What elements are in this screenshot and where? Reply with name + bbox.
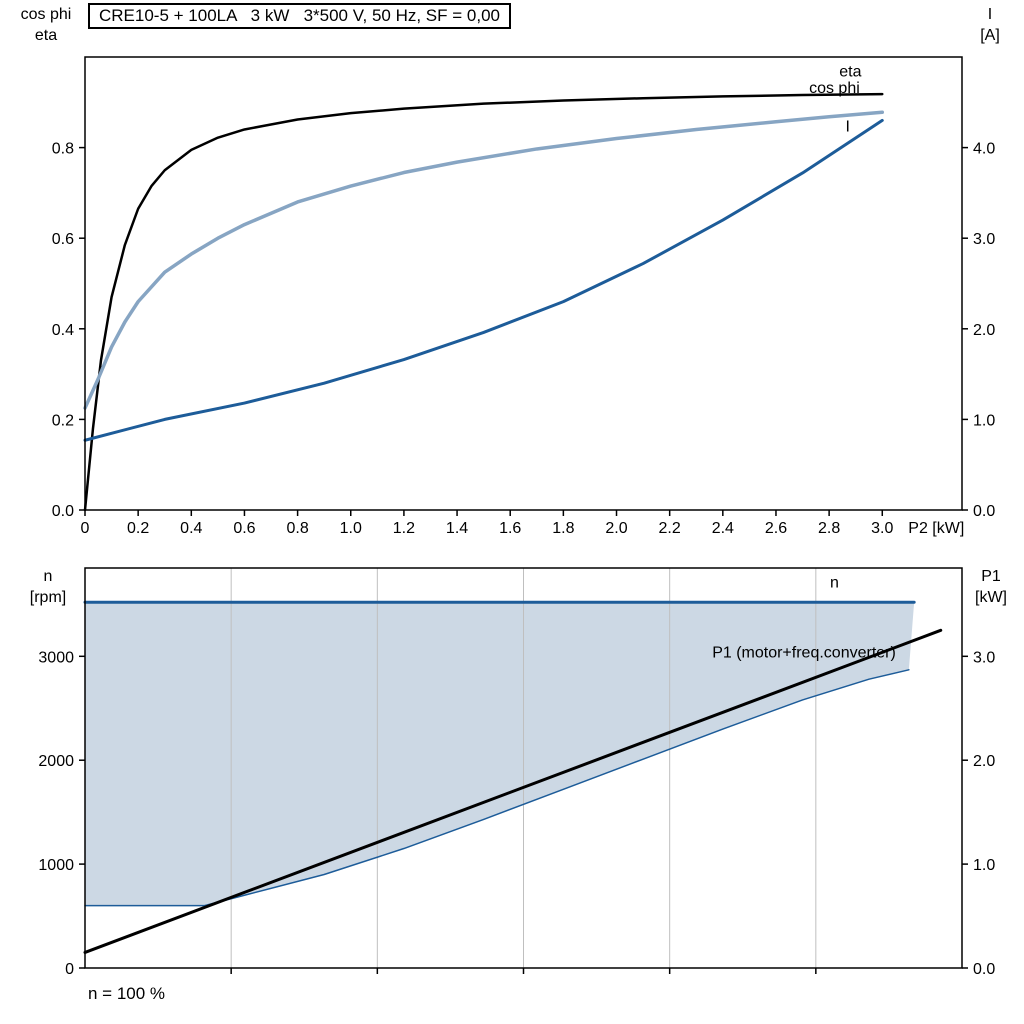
curve-label-cos-phi: cos phi <box>809 80 860 97</box>
axis-title-current-unit: [A] <box>980 27 1000 44</box>
right-tick-label: 1.0 <box>973 857 995 874</box>
series-i <box>83 118 884 442</box>
x-tick-label: 1.8 <box>552 520 574 537</box>
right-tick-label: 4.0 <box>973 141 995 158</box>
series-n-min <box>84 669 910 907</box>
x-tick-label: 0.4 <box>180 520 202 537</box>
axis-title-cos-phi: cos phi <box>20 6 72 23</box>
top-right-axis-title: I [A] <box>962 4 1018 46</box>
curve-label-n: n <box>830 575 839 592</box>
x-tick-label: 2.0 <box>605 520 627 537</box>
right-tick-label: 0.0 <box>973 503 995 520</box>
x-tick-label: 1.2 <box>393 520 415 537</box>
axis-title-speed-unit: [rpm] <box>29 589 67 606</box>
axis-title-current: I <box>987 6 993 23</box>
left-tick-label: 0.8 <box>52 141 74 158</box>
chart-2: 0 1000 2000 3000 0.0 1.0 2.0 3.0 n P1 (motor+freq… <box>38 567 995 978</box>
axis-title-eta: eta <box>34 27 58 44</box>
curve-label-p1-motor-freq-converter-: P1 (motor+freq.converter) <box>712 644 896 661</box>
x-tick-label: 2.8 <box>818 520 840 537</box>
right-tick-label: 1.0 <box>973 412 995 429</box>
left-tick-label: 3000 <box>38 649 74 666</box>
speed-range-area <box>85 602 915 906</box>
x-tick-label: 0 <box>81 520 90 537</box>
speed-footnote: n = 100 % <box>88 984 166 1003</box>
right-tick-label: 2.0 <box>973 753 995 770</box>
left-tick-label: 0.0 <box>52 503 74 520</box>
right-tick-label: 0.0 <box>973 961 995 978</box>
x-tick-label: 0.2 <box>127 520 149 537</box>
series-cos-phi <box>83 110 885 410</box>
x-tick-label: 2.6 <box>765 520 787 537</box>
left-tick-label: 0.4 <box>52 322 74 339</box>
left-tick-label: 1000 <box>38 857 74 874</box>
x-tick-label: 0.8 <box>286 520 308 537</box>
right-tick-label: 3.0 <box>973 231 995 248</box>
curve-label-i: I <box>845 118 849 135</box>
chart-1: 0 0.2 0.4 0.6 0.8 1.0 1.2 1.4 1.6 1.8 2.0 2.2 2.4 2.6… <box>52 56 995 537</box>
left-tick-label: 2000 <box>38 753 74 770</box>
axis-title-p1: P1 <box>981 568 1001 585</box>
x-tick-label: 3.0 <box>871 520 893 537</box>
x-tick-label: 0.6 <box>233 520 255 537</box>
right-tick-label: 2.0 <box>973 322 995 339</box>
series-eta <box>83 92 884 512</box>
x-axis-label: P2 [kW] <box>908 520 964 537</box>
x-tick-label: 2.2 <box>659 520 681 537</box>
left-tick-label: 0 <box>65 961 74 978</box>
x-tick-label: 1.6 <box>499 520 521 537</box>
left-tick-label: 0.6 <box>52 231 74 248</box>
bottom-right-axis-title: P1 [kW] <box>962 566 1020 608</box>
plot-frame <box>84 56 963 511</box>
x-tick-label: 1.4 <box>446 520 468 537</box>
left-tick-label: 0.2 <box>52 412 74 429</box>
top-left-axis-title: cos phi eta <box>8 4 84 46</box>
x-tick-label: 2.4 <box>712 520 734 537</box>
axis-title-speed: n <box>43 568 53 585</box>
bottom-left-axis-title: n [rpm] <box>10 566 86 608</box>
curve-label-eta: eta <box>839 63 861 80</box>
series-p1-motor-freq-converter- <box>83 628 943 954</box>
right-tick-label: 3.0 <box>973 649 995 666</box>
chart-title: CRE10-5 + 100LA 3 kW 3*500 V, 50 Hz, SF … <box>88 3 511 29</box>
x-tick-label: 1.0 <box>340 520 362 537</box>
axis-title-p1-unit: [kW] <box>975 589 1007 606</box>
